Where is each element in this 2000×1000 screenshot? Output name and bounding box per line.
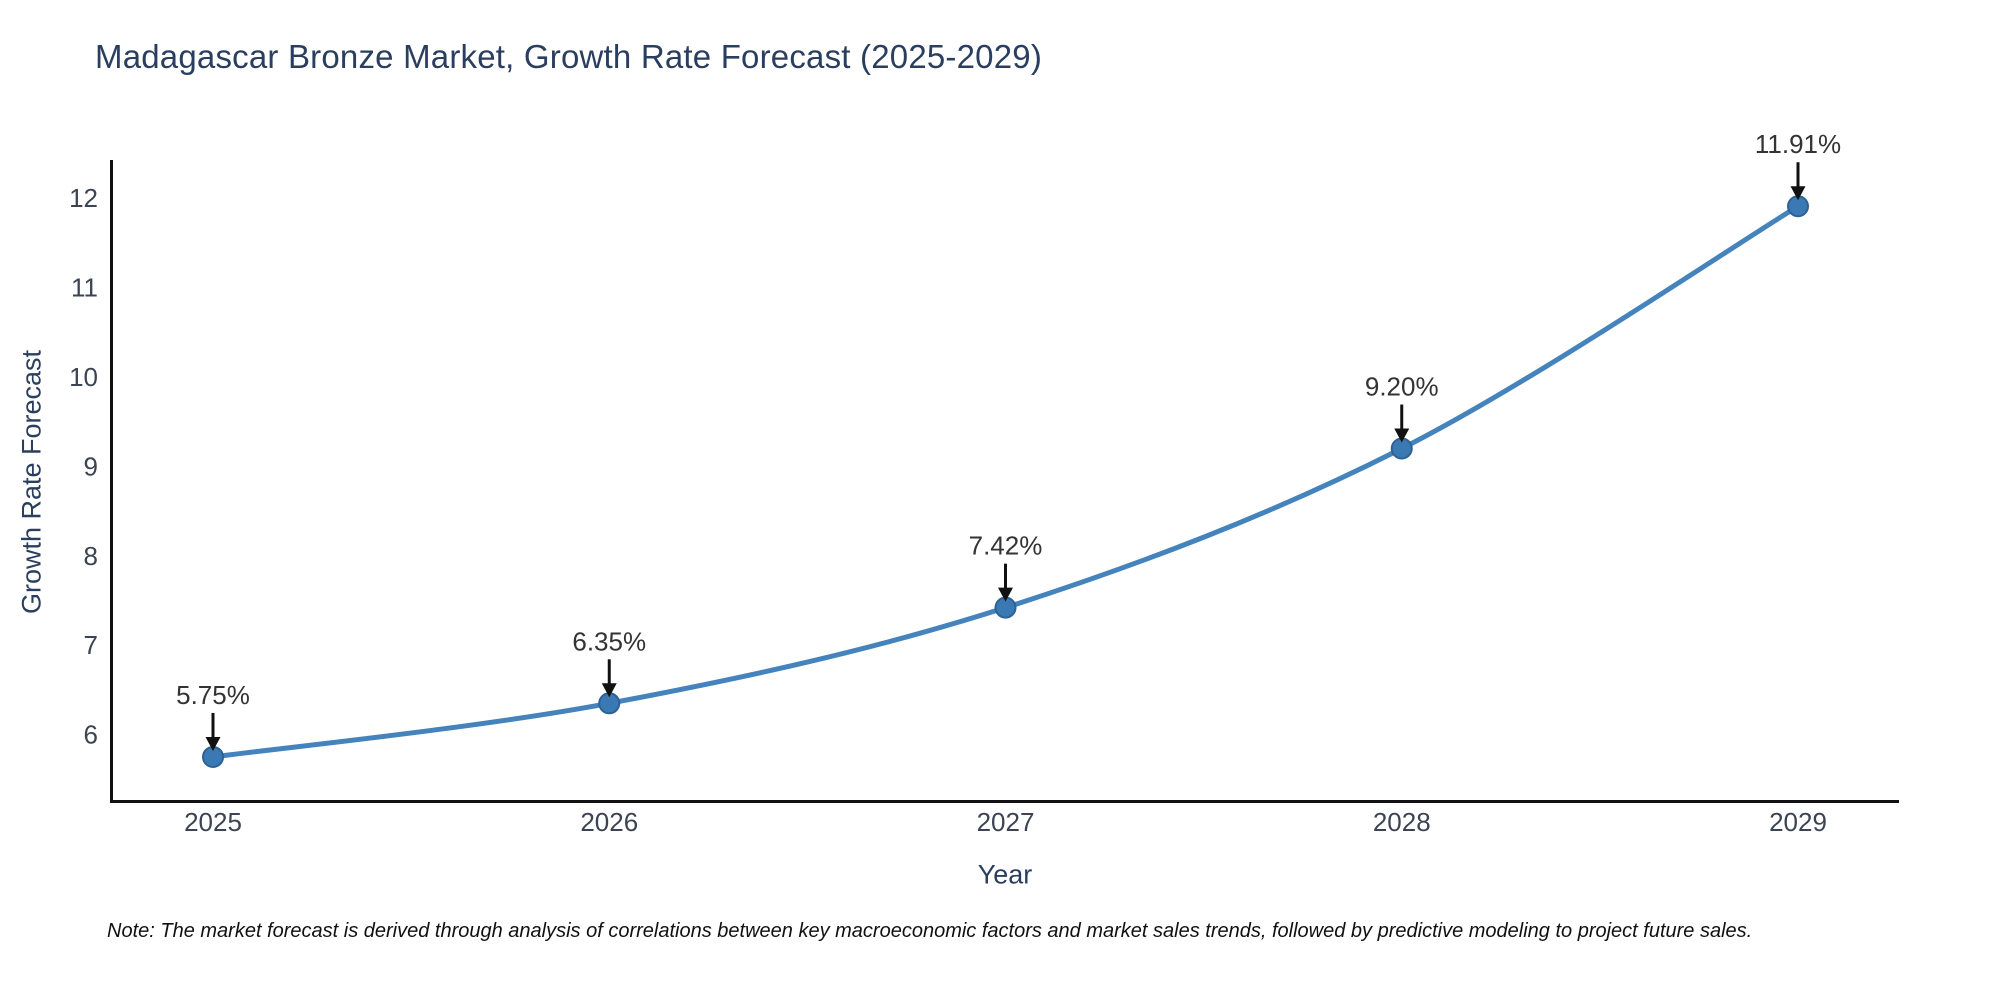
chart-title: Madagascar Bronze Market, Growth Rate Fo… <box>95 38 1043 75</box>
x-tick-label: 2025 <box>184 807 242 837</box>
annotation-label: 7.42% <box>969 531 1043 561</box>
annotation-arrow-icon <box>205 736 221 751</box>
x-tick-label: 2029 <box>1769 807 1827 837</box>
annotation-label: 11.91% <box>1755 129 1841 159</box>
y-tick-label: 6 <box>84 720 98 750</box>
y-tick-label: 10 <box>69 362 98 392</box>
x-tick-label: 2028 <box>1373 807 1431 837</box>
y-axis-title: Growth Rate Forecast <box>16 349 47 615</box>
x-tick-label: 2026 <box>580 807 638 837</box>
annotation-arrow-icon <box>1394 428 1410 443</box>
x-axis-title: Year <box>977 859 1033 890</box>
annotation-label: 5.75% <box>176 680 250 710</box>
annotation-arrow-icon <box>1790 186 1806 201</box>
footnote: Note: The market forecast is derived thr… <box>107 920 1753 942</box>
annotation-arrow-icon <box>998 587 1013 602</box>
forecast-line <box>210 203 1801 760</box>
y-tick-label: 9 <box>84 451 98 481</box>
y-tick-label: 12 <box>69 183 98 213</box>
y-tick-label: 8 <box>84 541 98 571</box>
annotation-label: 6.35% <box>572 626 646 656</box>
y-tick-label: 7 <box>84 630 98 660</box>
y-tick-label: 11 <box>71 273 98 303</box>
x-tick-label: 2027 <box>977 807 1035 837</box>
annotation-arrow-icon <box>601 683 617 698</box>
annotation-label: 9.20% <box>1365 372 1439 402</box>
